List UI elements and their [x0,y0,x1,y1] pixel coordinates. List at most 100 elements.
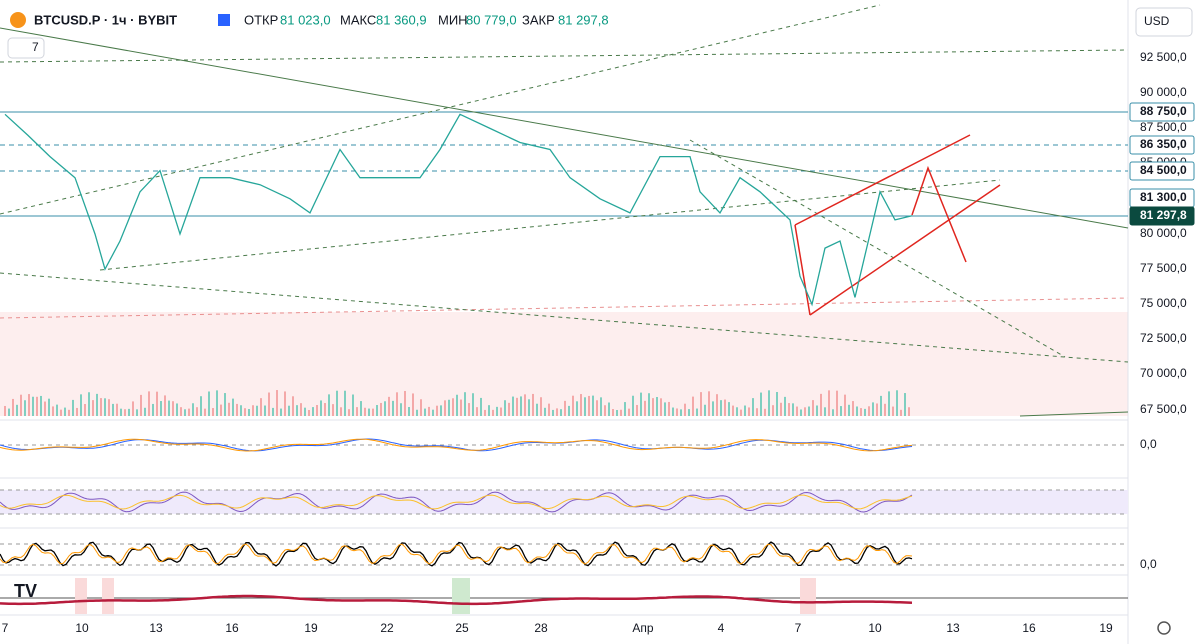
volume-bar [688,409,690,416]
volume-bar [420,399,422,416]
volume-bar [824,407,826,416]
volume-bar [880,395,882,416]
volume-bar [384,401,386,416]
volume-bar [360,401,362,416]
volume-bar [648,393,650,416]
volume-bar [528,399,530,416]
volume-bar [884,403,886,416]
indicator-line [0,438,913,452]
ohlc-label: ОТКР [244,12,278,27]
volume-bar [724,399,726,416]
volume-bar [620,409,622,416]
trend-line [0,4,881,215]
volume-bar [480,397,482,416]
channel-line [809,184,1001,316]
volume-bar [264,405,266,416]
volume-bar [888,391,890,416]
volume-bar [376,405,378,416]
price-tick-label: 72 500,0 [1140,331,1187,345]
volume-bar [568,405,570,416]
volume-bar [748,407,750,416]
volume-bar [32,396,34,416]
volume-bar [100,398,102,416]
indicator-line [0,543,913,565]
volume-bar [448,399,450,416]
volume-bar [760,392,762,416]
volume-bar [872,402,874,416]
coin-icon [10,12,26,28]
volume-bar [860,408,862,416]
price-badge-label: 86 350,0 [1140,137,1187,151]
volume-bar [876,403,878,416]
channel-line [794,134,971,226]
volume-bar [564,400,566,416]
volume-bar [856,406,858,416]
volume-bar [128,408,130,416]
price-badge-label: 84 500,0 [1140,163,1187,177]
volume-bar [780,402,782,416]
indicator-waves [0,438,913,606]
volume-bar [728,402,730,416]
volume-bar [312,407,314,416]
volume-bar [608,402,610,416]
indicator-line [0,491,913,513]
volume-bar [300,403,302,416]
volume-bar [776,391,778,416]
flag-icon [218,14,230,26]
volume-bar [796,406,798,416]
volume-bar [908,407,910,416]
zone [0,312,1128,416]
volume-bar [820,393,822,416]
volume-bar [572,395,574,416]
price-tick-label: 87 500,0 [1140,120,1187,134]
volume-bar [280,408,282,416]
volume-bar [180,407,182,416]
volume-bar [632,395,634,416]
volume-bar [272,407,274,416]
price-tick-label: 70 000,0 [1140,366,1187,380]
currency-button[interactable] [1135,7,1193,37]
price-tick-label: 67 500,0 [1140,402,1187,416]
volume-bar [424,408,426,416]
volume-bar [800,409,802,416]
channel-line [794,224,811,316]
volume-bar [116,403,118,416]
projection-arrow [911,165,967,263]
settings-icon[interactable] [1157,621,1171,635]
volume-bar [64,407,66,416]
volume-bar [596,400,598,416]
volume-bar [56,404,58,416]
volume-bar [356,407,358,416]
volume-bar [664,402,666,416]
volume-bar [652,398,654,416]
indicators-toggle[interactable] [7,37,45,59]
volume-bar [772,405,774,416]
volume-bar [732,405,734,416]
currency: USD [1144,14,1170,28]
volume-bar [212,408,214,416]
volume-bar [372,408,374,416]
volume-bar [576,401,578,416]
volume-bar [408,406,410,416]
volume-bar [188,408,190,416]
volume-bar [660,398,662,416]
volume-bar [336,390,338,416]
volume-bar [60,409,62,416]
volume-bar [436,405,438,416]
price-tick-label: 90 000,0 [1140,85,1187,99]
volume-bar [192,403,194,416]
date-tick-label: 19 [1099,621,1113,635]
volume-bar [848,404,850,416]
volume-bar [352,394,354,416]
volume-bar [348,409,350,416]
volume-bar [612,409,614,416]
indicator-axis-label: 0,0 [1140,557,1157,571]
volume-bar [488,405,490,416]
volume-bar [696,408,698,416]
volume-bar [892,406,894,416]
volume-bar [84,404,86,416]
volume-bar [332,404,334,416]
volume-bar [676,408,678,416]
volume-bar [176,403,178,416]
